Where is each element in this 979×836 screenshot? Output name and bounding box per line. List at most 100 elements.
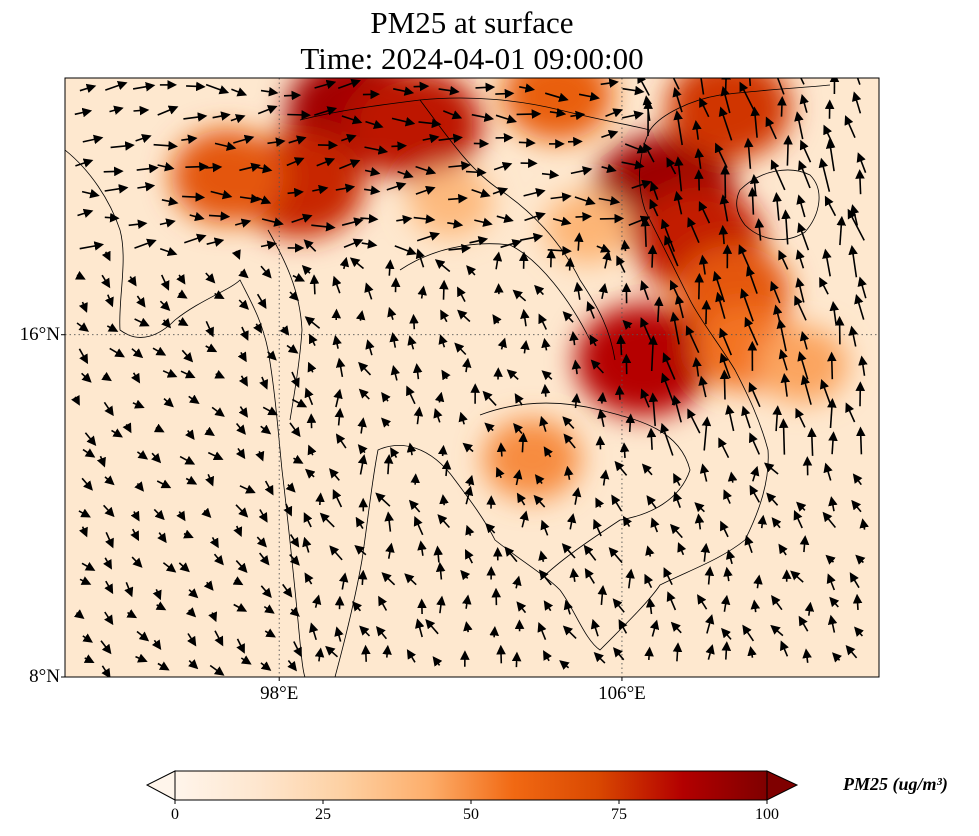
wind-arrow [136, 630, 150, 642]
wind-arrow [829, 596, 840, 608]
wind-arrow [291, 213, 313, 224]
wind-arrow [781, 209, 791, 245]
wind-arrow [694, 272, 704, 300]
wind-arrow [132, 81, 156, 92]
wind-arrow [231, 87, 248, 97]
wind-arrow [75, 270, 86, 280]
wind-arrow [571, 393, 581, 408]
wind-arrow [283, 90, 302, 101]
wind-arrow [238, 406, 249, 418]
colorbar-tick-label: 75 [611, 806, 627, 823]
colorbar-max-extension [766, 770, 799, 801]
wind-arrow [460, 569, 471, 581]
wind-arrow [287, 187, 304, 198]
map-frame [64, 77, 880, 678]
wind-arrow [828, 431, 838, 455]
wind-arrow [358, 361, 372, 376]
wind-arrow [390, 447, 400, 459]
wind-arrow [417, 540, 427, 556]
wind-arrow [723, 566, 733, 582]
wind-arrow [852, 593, 863, 610]
wind-arrow [155, 601, 167, 611]
wind-arrow [161, 196, 179, 207]
wind-arrow [519, 83, 536, 93]
wind-arrow [673, 473, 682, 486]
wind-arrow [337, 78, 361, 89]
wind-arrow [800, 78, 805, 85]
border-myanmar-thai [267, 229, 303, 421]
wind-arrow [653, 296, 664, 323]
wind-arrow [160, 274, 170, 291]
wind-arrow [422, 133, 440, 144]
wind-arrow [110, 141, 135, 151]
wind-arrow [780, 640, 789, 657]
wind-arrow [439, 279, 449, 300]
wind-arrow [188, 659, 199, 670]
wind-arrow [364, 145, 389, 155]
wind-arrow [513, 423, 523, 435]
wind-arrow [541, 337, 551, 351]
wind-arrow [608, 547, 623, 564]
wind-arrow [670, 523, 683, 539]
wind-arrow [287, 110, 312, 120]
wind-arrow [750, 599, 761, 613]
wind-arrow [559, 660, 570, 670]
wind-arrow [211, 406, 225, 417]
wind-arrow [436, 595, 446, 614]
wind-arrow [563, 599, 573, 615]
wind-arrow [305, 468, 316, 479]
wind-arrow [239, 484, 256, 494]
wind-arrow [605, 108, 623, 118]
wind-arrow [338, 572, 349, 590]
wind-arrow [649, 198, 659, 217]
wind-arrow [432, 656, 443, 667]
wind-arrow [583, 544, 597, 561]
longitude-label: 106°E [598, 683, 646, 704]
wind-arrow [614, 460, 628, 476]
wind-arrow [304, 316, 321, 329]
colorbar-tick-label: 0 [171, 806, 179, 823]
wind-arrow [799, 535, 810, 553]
wind-arrow [203, 580, 214, 591]
wind-arrow [549, 108, 567, 118]
wind-arrow [104, 212, 120, 223]
wind-arrow [264, 628, 276, 638]
wind-arrow [694, 513, 705, 530]
wind-arrow [329, 545, 343, 561]
wind-arrow [341, 115, 363, 125]
wind-arrow [704, 566, 715, 585]
wind-arrow [718, 224, 729, 245]
wind-arrow [747, 186, 758, 215]
wind-arrow [105, 80, 128, 91]
wind-arrow [381, 572, 396, 586]
wind-arrow [601, 163, 617, 174]
wind-arrow [673, 110, 683, 146]
wind-arrow [159, 218, 176, 228]
wind-arrow [162, 368, 178, 378]
wind-arrow [188, 588, 199, 599]
wind-arrow [393, 86, 415, 96]
wind-arrow [255, 450, 265, 462]
wind-arrow [104, 184, 129, 194]
wind-arrow [439, 494, 449, 506]
wind-arrow [720, 520, 729, 538]
wind-arrow [622, 515, 632, 528]
wind-arrow [136, 163, 159, 174]
wind-arrow [694, 502, 705, 513]
wind-arrow [209, 536, 219, 549]
wind-arrow [357, 444, 368, 455]
wind-arrow [163, 397, 174, 408]
wind-arrow [212, 111, 231, 121]
wind-arrow [443, 110, 463, 120]
wind-arrow [233, 602, 248, 612]
wind-arrow [855, 426, 866, 455]
wind-arrow [79, 241, 105, 251]
wind-arrow [631, 179, 652, 189]
wind-arrow [205, 83, 230, 95]
wind-arrow [800, 374, 812, 405]
wind-arrow [827, 398, 837, 429]
wind-arrow [520, 232, 544, 243]
wind-arrow [437, 514, 450, 529]
wind-arrow [802, 648, 812, 663]
